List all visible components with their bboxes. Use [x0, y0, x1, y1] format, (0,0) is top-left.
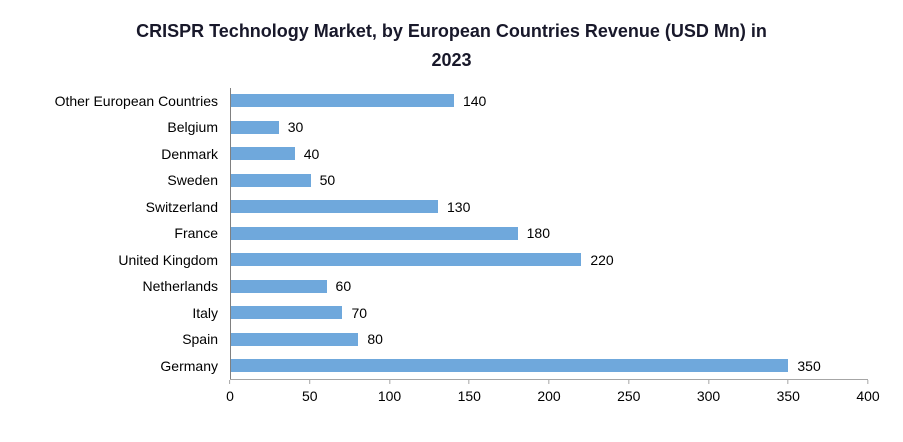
tick-mark	[229, 380, 231, 385]
bar	[231, 173, 311, 187]
tick-label: 300	[696, 388, 721, 405]
value-label: 180	[526, 225, 550, 242]
bar-track: 180	[230, 220, 868, 247]
bar-row: Italy 70	[0, 299, 903, 327]
bar	[231, 226, 518, 240]
category-label: Other European Countries	[54, 92, 218, 109]
value-label: 60	[335, 278, 352, 295]
x-axis-tick: 150	[458, 380, 481, 404]
bar-row: Denmark 40	[0, 140, 903, 168]
x-axis-tick: 350	[777, 380, 800, 404]
tick-mark	[787, 380, 789, 385]
bar-chart: Other European Countries 140 Belgium 30 Denm…	[0, 87, 903, 408]
bar-row: Germany 350	[0, 352, 903, 380]
x-axis-tick: 400	[856, 380, 880, 405]
category-label: Denmark	[161, 145, 218, 162]
bar-track: 140	[230, 87, 868, 115]
tick-label: 100	[377, 388, 402, 405]
value-label: 80	[367, 331, 383, 348]
value-label: 70	[351, 304, 368, 321]
bar-track: 130	[230, 193, 868, 221]
value-label: 140	[462, 92, 487, 109]
tick-label: 250	[617, 388, 641, 405]
bar-rows: Other European Countries 140 Belgium 30 Denm…	[0, 87, 903, 380]
bar	[231, 94, 454, 108]
x-axis-tick: 200	[537, 380, 561, 405]
bar	[231, 306, 343, 320]
tick-label: 400	[856, 388, 880, 405]
bar	[231, 200, 439, 214]
bar-track: 50	[230, 167, 868, 194]
bar-row: Netherlands 60	[0, 273, 903, 300]
x-axis-tick: 300	[697, 380, 720, 404]
category-label: Sweden	[167, 172, 218, 189]
tick-mark	[628, 380, 630, 385]
bar	[231, 253, 582, 267]
category-label: United Kingdom	[118, 251, 218, 268]
tick-label: 200	[537, 388, 561, 405]
x-axis-tick: 50	[302, 380, 318, 404]
bar-row: Belgium 30	[0, 114, 903, 141]
category-label: Switzerland	[145, 198, 218, 215]
bar-row: France 180	[0, 220, 903, 247]
bar-row: Switzerland 130	[0, 193, 903, 221]
tick-mark	[867, 380, 869, 385]
tick-mark	[548, 380, 550, 385]
value-label: 130	[447, 198, 471, 215]
bar-row: Other European Countries 140	[0, 87, 903, 115]
bar-track: 30	[230, 114, 868, 141]
tick-mark	[707, 380, 709, 385]
value-label: 220	[590, 251, 614, 268]
bar-row: Spain 80	[0, 326, 903, 353]
chart-title: CRISPR Technology Market, by European Co…	[136, 21, 767, 70]
bar-track: 70	[230, 299, 868, 327]
bar	[231, 359, 789, 373]
tick-mark	[468, 380, 470, 385]
bar-track: 60	[230, 273, 868, 300]
category-label: Belgium	[167, 119, 218, 136]
bar-track: 80	[230, 326, 868, 353]
bar	[231, 120, 279, 134]
bar-track: 40	[230, 140, 868, 168]
x-axis-tick: 0	[226, 380, 234, 404]
x-axis-tick: 250	[617, 380, 640, 404]
category-label: Netherlands	[142, 278, 219, 295]
category-label: Spain	[182, 331, 218, 348]
tick-label: 50	[301, 388, 318, 405]
bar	[231, 332, 359, 346]
category-label: Italy	[192, 304, 218, 321]
value-label: 50	[319, 172, 336, 189]
tick-mark	[388, 380, 390, 385]
tick-label: 0	[226, 388, 234, 405]
bar	[231, 147, 295, 161]
x-axis: 0 50 100 150 200 250 300 350 400	[226, 379, 880, 407]
category-label: Germany	[160, 357, 218, 374]
tick-mark	[309, 380, 311, 385]
bar-track: 350	[230, 352, 868, 380]
x-axis-tick: 100	[378, 380, 401, 404]
tick-label: 150	[457, 388, 481, 405]
value-label: 30	[287, 119, 304, 136]
value-label: 40	[303, 145, 320, 162]
category-label: France	[174, 225, 218, 242]
tick-label: 350	[776, 388, 800, 405]
value-label: 350	[797, 357, 821, 374]
bar-row: United Kingdom 220	[0, 246, 903, 274]
bar-row: Sweden 50	[0, 167, 903, 194]
bar-track: 220	[230, 246, 868, 274]
bar	[231, 279, 327, 293]
